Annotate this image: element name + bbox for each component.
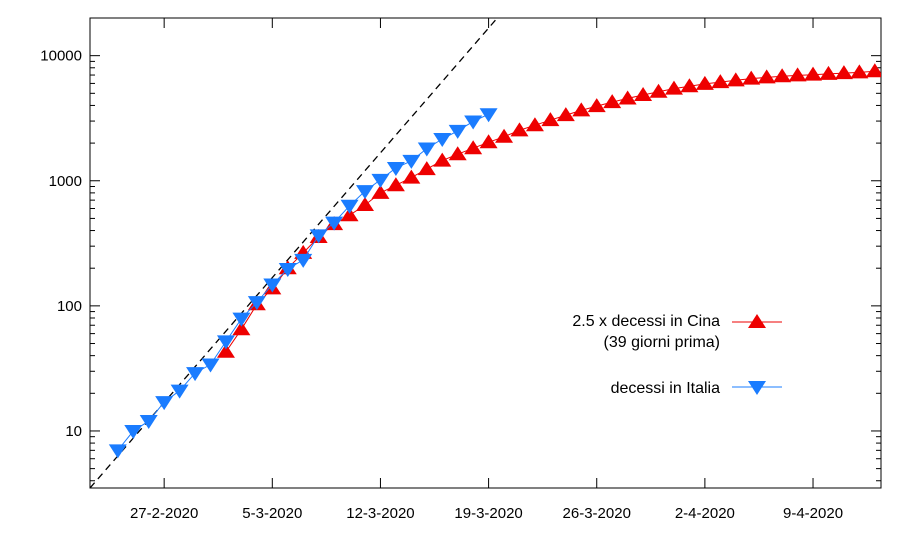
legend: 2.5 x decessi in Cina (39 giorni prima) … (572, 313, 782, 397)
series-0-point (819, 65, 838, 80)
y-tick-label: 10000 (40, 48, 82, 65)
series-0-point (556, 107, 575, 122)
series-1-point (170, 384, 189, 399)
series-0-point (711, 74, 730, 89)
series-0-point (695, 75, 714, 90)
series-0-point (680, 78, 699, 93)
axis-ticks (90, 17, 881, 488)
series-0-point (664, 80, 683, 95)
series-0-point (541, 112, 560, 127)
series-1-point (186, 367, 205, 382)
series-1-point (201, 358, 220, 373)
series-1-point (124, 424, 143, 439)
x-tick-label: 27-2-2020 (130, 505, 198, 522)
series-1-point (232, 312, 251, 327)
series-0-point (216, 343, 235, 358)
legend-marker-italy (748, 381, 766, 395)
series-0-point (402, 169, 421, 184)
series-0-point (757, 69, 776, 84)
legend-marker-china (748, 314, 766, 328)
series-0-point (479, 134, 498, 149)
series-1-point (325, 216, 344, 231)
series-0-point (850, 64, 869, 79)
x-tick-label: 2-4-2020 (675, 505, 735, 522)
series-1-point (448, 124, 467, 139)
series-1-point (433, 132, 452, 147)
series-1-point (216, 335, 235, 350)
x-tick-label: 12-3-2020 (346, 505, 414, 522)
series-0-point (232, 321, 251, 336)
series-1-point (309, 229, 328, 244)
series-0-point (618, 90, 637, 105)
axis-labels: 10 100 1000 10000 27-2-2020 5-3-2020 12-3-2020… (40, 48, 843, 522)
series-0-point (726, 72, 745, 87)
series-1-point (386, 161, 405, 176)
series-0-point (834, 65, 853, 80)
legend-label-italy: decessi in Italia (611, 380, 720, 397)
series-1-point (417, 142, 436, 157)
legend-label-china-line2: (39 giorni prima) (604, 334, 720, 351)
x-tick-label: 5-3-2020 (242, 505, 302, 522)
series-0-point (433, 152, 452, 167)
series-0-point (510, 122, 529, 137)
series-1-point (371, 173, 390, 188)
series-1-point (294, 253, 313, 268)
x-tick-label: 19-3-2020 (454, 505, 522, 522)
plot-area (90, 18, 881, 488)
series-0-point (525, 117, 544, 132)
series-0-point (464, 140, 483, 155)
series-1-point (479, 108, 498, 123)
legend-label-china-line1: 2.5 x decessi in Cina (572, 313, 720, 330)
series-1-point (355, 185, 374, 200)
series-1-point (402, 154, 421, 169)
series-1-point (155, 396, 174, 411)
series-1-point (464, 115, 483, 130)
series-0-point (340, 207, 359, 222)
series-line-1 (117, 113, 489, 451)
series-0-point (603, 94, 622, 109)
series-1-point (340, 199, 359, 214)
y-tick-label: 100 (57, 298, 82, 315)
series-0-point (773, 68, 792, 83)
series-0-point (572, 102, 591, 117)
series-1-point (108, 444, 127, 459)
series-0-point (649, 83, 668, 98)
y-tick-label: 1000 (49, 173, 82, 190)
x-tick-label: 9-4-2020 (783, 505, 843, 522)
series-0-point (587, 98, 606, 113)
series-0-point (742, 70, 761, 85)
series-1-point (139, 415, 158, 430)
series-0-point (386, 177, 405, 192)
series-0-point (788, 67, 807, 82)
series-0-point (495, 128, 514, 143)
series-0-point (865, 63, 881, 78)
series-0-point (448, 146, 467, 161)
series-0-point (634, 86, 653, 101)
series-0-point (417, 161, 436, 176)
series-1-point (263, 278, 282, 293)
x-tick-label: 26-3-2020 (563, 505, 631, 522)
plot-frame (89, 17, 882, 489)
series-0-point (804, 66, 823, 81)
series-0-point (371, 184, 390, 199)
series-1-point (278, 263, 297, 278)
series-0-point (355, 197, 374, 212)
series-1-point (247, 296, 266, 311)
y-tick-label: 10 (65, 423, 82, 440)
